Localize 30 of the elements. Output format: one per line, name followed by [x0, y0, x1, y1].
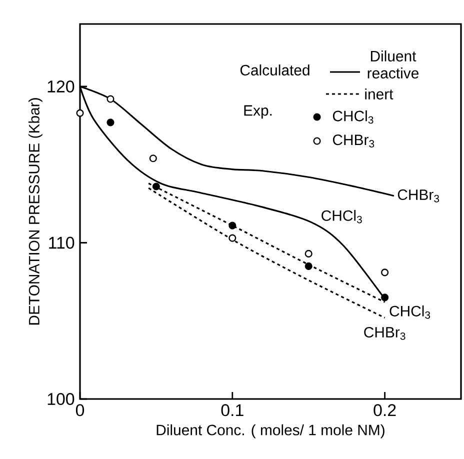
series-label: CHCl$_{3}$ — [390, 305, 430, 319]
annotation: inert — [365, 88, 394, 100]
annotation: Exp. — [244, 105, 272, 119]
x-tick-label: 0 — [76, 404, 84, 416]
legend-label: CHBr$_{3}$ — [332, 134, 374, 148]
point — [152, 182, 160, 190]
annotation: reactive — [368, 68, 418, 78]
x-tick-label: 0.1 — [221, 404, 244, 416]
x-axis-title: Diluent Conc. ( moles/ 1 mole NM) — [156, 424, 384, 438]
point — [76, 109, 84, 117]
point — [304, 262, 312, 270]
y-axis-title: DETONATION PRESSURE (Kbar) — [28, 98, 42, 325]
point — [149, 154, 157, 162]
series-label: CHCl$_{3}$ — [322, 210, 362, 224]
y-tick-label: 100 — [48, 393, 74, 405]
point — [381, 268, 389, 276]
point — [228, 222, 236, 230]
x-tick-label: 0.2 — [374, 404, 396, 416]
legend-label: CHCl$_{3}$ — [332, 110, 374, 124]
series-label: CHBr$_{3}$ — [364, 326, 406, 340]
point — [228, 234, 236, 242]
annotation: Calculated — [240, 64, 310, 76]
series-label: CHBr$_{3}$ — [398, 189, 440, 202]
point — [106, 95, 114, 103]
point — [381, 294, 389, 302]
point — [304, 250, 312, 258]
y-tick-label: 120 — [48, 80, 74, 92]
point — [106, 118, 114, 126]
y-tick-label: 110 — [49, 236, 74, 249]
annotation: Diluent — [370, 50, 416, 62]
